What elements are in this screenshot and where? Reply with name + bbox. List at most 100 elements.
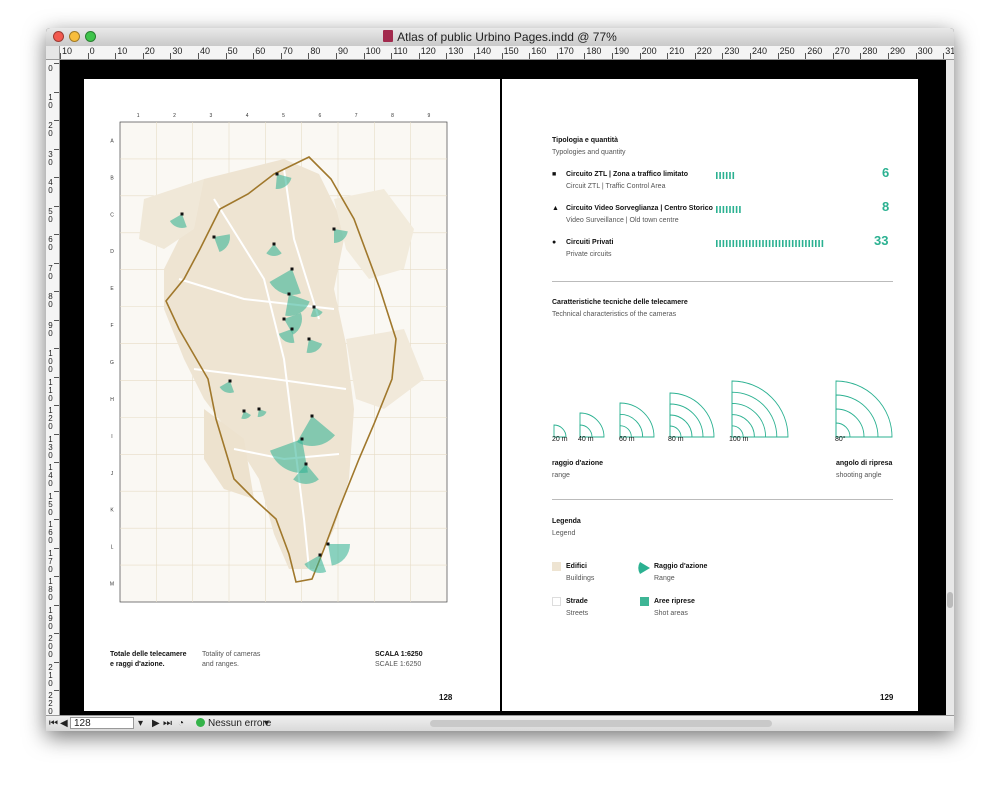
ruler-tick (888, 53, 889, 59)
count-bar-tick (772, 240, 774, 247)
previous-page-icon[interactable]: ◀ (60, 718, 68, 729)
close-window-button[interactable] (53, 31, 64, 42)
ruler-tick (446, 53, 448, 59)
camera-marker (272, 242, 276, 246)
range-arc (835, 422, 851, 438)
count-bar-tick (815, 240, 817, 247)
typology-title-en: Typologies and quantity (552, 149, 626, 156)
range-arc (731, 414, 755, 438)
count-bar-tick (758, 240, 761, 247)
grid-col-label: 2 (173, 113, 176, 119)
indesign-document-icon (383, 30, 394, 42)
count-bar-tick (716, 172, 718, 179)
ruler-tick (529, 53, 531, 59)
grid-row-label: G (110, 360, 114, 366)
divider-2 (552, 499, 893, 500)
typology-label-it: Circuiti Privati (566, 239, 614, 246)
legend-streets-en: Streets (566, 610, 589, 617)
count-bar-tick (749, 240, 751, 247)
page-menu-chevron-icon[interactable]: ▾ (138, 718, 144, 729)
page-128[interactable]: 1 2 3 4 5 6 7 8 9 A B C D E F G H I J K L M (84, 79, 500, 711)
page-number-field[interactable]: 128 (70, 717, 134, 729)
circle-marker-icon: ● (552, 239, 557, 246)
horizontal-scroll-thumb[interactable] (430, 720, 772, 727)
angle-label-en: shooting angle (836, 472, 882, 479)
camera-marker (312, 305, 316, 309)
ruler-label: 40 (200, 46, 211, 56)
pasteboard[interactable]: 1 2 3 4 5 6 7 8 9 A B C D E F G H I J K L M (60, 60, 954, 716)
first-page-icon[interactable]: ⏮ (49, 718, 58, 729)
ruler-tick (280, 53, 282, 59)
range-arc (731, 425, 744, 438)
count-bar-tick (729, 206, 731, 213)
scale-it: SCALA 1:6250 (375, 651, 423, 658)
count-bar-tick (785, 240, 787, 247)
ruler-label: 30 (172, 46, 183, 56)
street-north (283, 168, 320, 320)
vertical-scrollbar[interactable] (946, 60, 954, 716)
square-marker-icon: ■ (552, 171, 557, 178)
ruler-label: 270 (834, 46, 850, 56)
ruler-label: 0 (48, 64, 53, 73)
grid-row-label: M (110, 582, 114, 588)
ruler-label: 230 (724, 46, 740, 56)
ruler-label: 100 (365, 46, 381, 56)
range-label-it: raggio d'azione (552, 460, 604, 467)
city-walls (165, 156, 397, 583)
grid-row-label: B (110, 175, 114, 181)
ruler-label: 200 (641, 46, 657, 56)
minimize-window-button[interactable] (69, 31, 80, 42)
grid-col-label: 9 (427, 113, 430, 119)
count-bar-tick (725, 172, 728, 179)
count-bar-tick (778, 240, 781, 247)
ruler-label: 110 (393, 46, 408, 56)
last-page-icon[interactable]: ⏭ (163, 718, 172, 729)
legend-buildings-it: Edifici (566, 563, 588, 570)
typology-count: 8 (882, 199, 890, 214)
ruler-origin[interactable] (46, 46, 60, 60)
ruler-tick (943, 53, 945, 59)
zoom-window-button[interactable] (85, 31, 96, 42)
count-bar-tick (745, 240, 748, 247)
page-number-right: 129 (880, 693, 894, 702)
count-bar-tick (788, 240, 791, 247)
page-129[interactable]: Tipologia e quantità Typologies and quan… (502, 79, 918, 711)
page-number-left: 128 (439, 693, 453, 702)
count-bar-tick (719, 172, 721, 179)
ruler-label: 260 (807, 46, 823, 56)
next-page-icon[interactable]: ▶ (152, 718, 160, 729)
camera-marker (300, 437, 304, 441)
preflight-status[interactable]: Nessun errore (196, 718, 271, 729)
ruler-label: 20 (144, 46, 155, 56)
ruler-label: 170 (558, 46, 574, 56)
range-20: 20 m (552, 436, 568, 443)
range-arc (619, 402, 655, 438)
range-label-en: range (552, 472, 570, 479)
range-fan-icon (638, 562, 650, 574)
grid-row-label: E (110, 286, 114, 292)
ruler-label: 130 (448, 46, 464, 56)
ruler-tick (54, 661, 59, 663)
camera-range-fan (241, 411, 251, 420)
grid-row-label: I (111, 434, 112, 440)
title-bar[interactable]: Atlas of public Urbino Pages.indd @ 77% (46, 28, 954, 47)
preflight-icon[interactable]: ◔ (178, 718, 185, 729)
camera-marker (287, 292, 291, 296)
preflight-text: Nessun errore (208, 718, 272, 729)
count-bar-tick (739, 240, 741, 247)
horizontal-ruler[interactable]: 10 0 10 20 30 40 50 60 70 80 90 100 110 120 130 140 150 1… (46, 46, 954, 60)
ruler-label: 250 (779, 46, 795, 56)
camera-marker (290, 267, 294, 271)
preflight-menu-chevron-icon[interactable]: ▾ (264, 718, 270, 729)
vertical-scroll-thumb[interactable] (947, 592, 953, 608)
typology-label-en: Circuit ZTL | Traffic Control Area (566, 183, 666, 190)
ruler-tick (556, 53, 558, 59)
ruler-tick (639, 53, 641, 59)
grid-col-label: 6 (318, 113, 321, 119)
ruler-tick (418, 53, 420, 59)
